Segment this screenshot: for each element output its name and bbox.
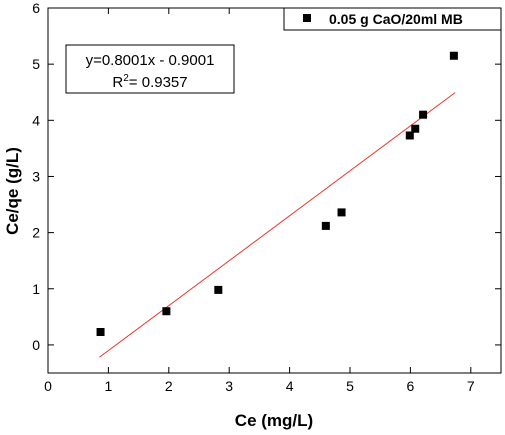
y-tick-label: 4 xyxy=(32,112,40,128)
y-tick-label: 1 xyxy=(32,281,40,297)
x-tick-label: 4 xyxy=(286,378,294,394)
data-point xyxy=(337,208,346,217)
y-axis-title: Ce/qe (g/L) xyxy=(3,147,22,235)
data-point xyxy=(162,307,171,316)
data-point xyxy=(411,124,420,133)
fit-equation: y=0.8001x - 0.9001 xyxy=(86,52,215,69)
fit-line-layer xyxy=(99,92,456,358)
y-tick-label: 2 xyxy=(32,225,40,241)
x-tick-label: 1 xyxy=(105,378,113,394)
x-tick-label: 3 xyxy=(225,378,233,394)
x-axis-title: Ce (mg/L) xyxy=(235,411,313,430)
y-tick-label: 3 xyxy=(32,168,40,184)
linear-fit-line xyxy=(99,92,456,358)
x-tick-label: 2 xyxy=(165,378,173,394)
x-tick-label: 6 xyxy=(407,378,415,394)
y-tick-label: 5 xyxy=(32,56,40,72)
r-squared-label: R2= 0.9357 xyxy=(112,73,187,91)
data-point xyxy=(214,285,223,294)
equation-box xyxy=(65,44,235,94)
data-point xyxy=(419,110,428,119)
axis-ticks: 0 1 2 3 4 5 6 7 0 1 2 3 4 5 6 xyxy=(32,0,501,394)
y-tick-label: 0 xyxy=(32,337,40,353)
data-point xyxy=(96,328,105,337)
legend-label: 0.05 g CaO/20ml MB xyxy=(329,11,463,27)
data-points xyxy=(96,51,458,337)
x-tick-label: 7 xyxy=(467,378,475,394)
legend-box xyxy=(283,7,502,31)
data-point xyxy=(405,131,414,140)
x-tick-label: 0 xyxy=(44,378,52,394)
data-point xyxy=(321,221,330,230)
y-tick-label: 6 xyxy=(32,0,40,16)
data-point xyxy=(449,51,458,60)
legend-marker xyxy=(303,14,311,22)
x-tick-label: 5 xyxy=(346,378,354,394)
